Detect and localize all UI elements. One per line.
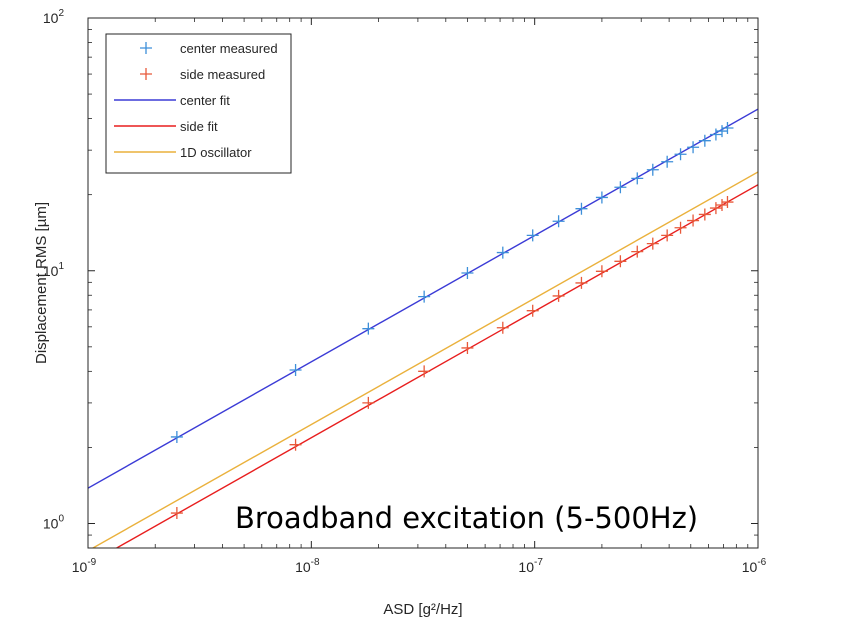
legend-label-center-measured: center measured (180, 41, 278, 56)
legend-label-center-fit: center fit (180, 93, 230, 108)
data-point (721, 196, 734, 209)
data-point (575, 202, 588, 215)
data-point (418, 365, 431, 378)
data-point (646, 163, 659, 176)
series-line-side-fit (115, 184, 758, 548)
data-point (631, 245, 644, 258)
data-point (496, 321, 509, 334)
data-point (721, 122, 734, 135)
y-tick-label: 100 (43, 514, 65, 532)
y-tick-label: 102 (43, 8, 65, 26)
data-point (526, 229, 539, 242)
data-point (362, 322, 375, 335)
plot-frame (87, 17, 759, 549)
data-point (709, 128, 722, 141)
series-line-1d-oscillator (91, 171, 758, 548)
data-point (575, 276, 588, 289)
data-point (716, 125, 729, 138)
y-axis-label: Displacement RMS [µm] (33, 202, 50, 364)
data-point (595, 265, 608, 278)
data-point (614, 255, 627, 268)
data-point (461, 266, 474, 279)
legend-label-side-fit: side fit (180, 119, 218, 134)
data-point (646, 237, 659, 250)
annotation-text: Broadband excitation (5-500Hz) (235, 501, 698, 535)
data-point (170, 430, 183, 443)
series-line-center-fit (88, 108, 758, 489)
x-tick-label: 10-7 (518, 557, 543, 575)
data-point (289, 438, 302, 451)
legend: center measured side measured center fit si… (105, 33, 292, 174)
data-point (687, 214, 700, 227)
series-layer (88, 108, 758, 548)
data-point (631, 172, 644, 185)
series-side-measured (170, 196, 734, 520)
data-point (362, 396, 375, 409)
data-point (674, 148, 687, 161)
data-point (526, 304, 539, 317)
legend-box (105, 33, 292, 174)
data-point (552, 215, 565, 228)
data-point (170, 507, 183, 520)
legend-label-side-measured: side measured (180, 67, 265, 82)
legend-marker-side-measured (140, 68, 152, 80)
x-tick-label: 10-9 (72, 557, 97, 575)
data-point (614, 181, 627, 194)
data-point (661, 229, 674, 242)
data-point (698, 134, 711, 147)
data-point (461, 341, 474, 354)
x-tick-label: 10-8 (295, 557, 320, 575)
data-point (709, 202, 722, 215)
series-center-measured (170, 122, 734, 443)
data-point (552, 289, 565, 302)
legend-marker-center-measured (140, 42, 152, 54)
x-axis-label: ASD [g²/Hz] (383, 601, 462, 618)
data-point (674, 221, 687, 234)
data-point (595, 191, 608, 204)
data-point (687, 141, 700, 154)
x-tick-label: 10-6 (742, 557, 767, 575)
data-point (661, 155, 674, 168)
data-point (698, 208, 711, 221)
data-point (496, 246, 509, 259)
tick-marks (87, 17, 759, 548)
legend-label-1d-oscillator: 1D oscillator (180, 145, 252, 160)
data-point (418, 290, 431, 303)
data-point (716, 199, 729, 212)
data-point (289, 363, 302, 376)
